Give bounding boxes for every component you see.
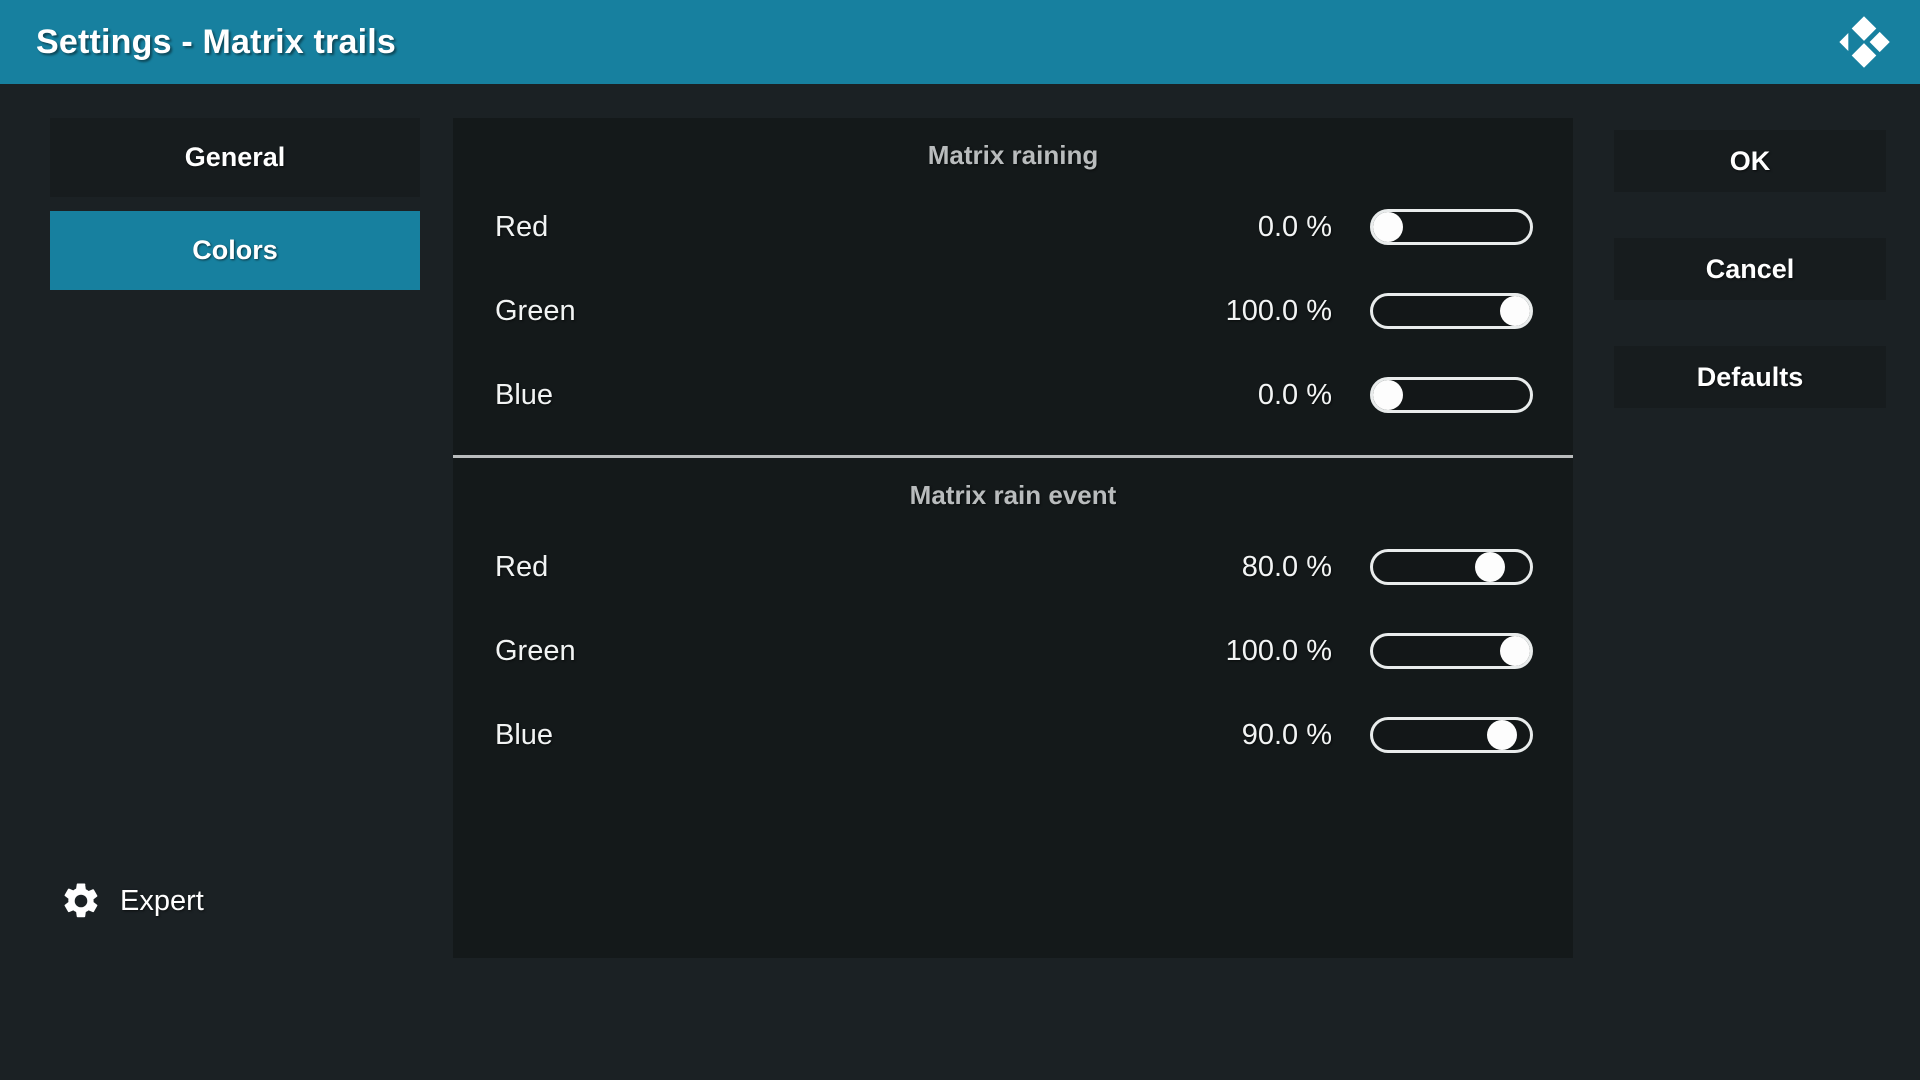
slider-raining-red[interactable] (1370, 209, 1533, 245)
slider-knob[interactable] (1373, 380, 1403, 410)
category-sidebar: General Colors (50, 118, 420, 928)
setting-row-event-blue[interactable]: Blue 90.0 % (453, 693, 1573, 777)
setting-label: Blue (495, 718, 554, 751)
setting-value: 100.0 % (1225, 634, 1332, 667)
setting-value: 0.0 % (1257, 210, 1332, 243)
slider-knob[interactable] (1500, 636, 1530, 666)
slider-raining-green[interactable] (1370, 293, 1533, 329)
setting-row-raining-red[interactable]: Red 0.0 % (453, 185, 1573, 269)
dialog-action-buttons: OK Cancel Defaults (1614, 130, 1886, 454)
sidebar-item-label: Colors (192, 235, 278, 265)
setting-value: 90.0 % (1241, 718, 1332, 751)
ok-button[interactable]: OK (1614, 130, 1886, 192)
slider-knob[interactable] (1500, 296, 1530, 326)
section-divider (453, 455, 1573, 458)
window-title-bar: Settings - Matrix trails (0, 0, 1920, 84)
slider-knob[interactable] (1474, 552, 1505, 582)
button-label: Cancel (1705, 253, 1795, 284)
gear-icon (60, 880, 102, 922)
setting-label: Blue (495, 378, 554, 411)
slider-raining-blue[interactable] (1370, 377, 1533, 413)
defaults-button[interactable]: Defaults (1614, 346, 1886, 408)
settings-section-matrix-raining: Matrix raining Red 0.0 % Green 100.0 % B… (453, 118, 1573, 437)
slider-event-green[interactable] (1370, 633, 1533, 669)
setting-label: Red (495, 550, 549, 583)
sidebar-item-colors[interactable]: Colors (50, 211, 420, 290)
setting-row-event-red[interactable]: Red 80.0 % (453, 525, 1573, 609)
setting-label: Red (495, 210, 549, 243)
expert-level-toggle[interactable]: Expert (60, 880, 204, 922)
slider-knob[interactable] (1373, 212, 1403, 242)
button-label: Defaults (1696, 361, 1804, 392)
settings-section-matrix-rain-event: Matrix rain event Red 80.0 % Green 100.0… (453, 458, 1573, 777)
section-title: Matrix rain event (909, 480, 1117, 510)
slider-knob[interactable] (1487, 720, 1518, 750)
setting-row-raining-blue[interactable]: Blue 0.0 % (453, 353, 1573, 437)
cancel-button[interactable]: Cancel (1614, 238, 1886, 300)
settings-panel: Matrix raining Red 0.0 % Green 100.0 % B… (453, 118, 1573, 958)
page-title: Settings - Matrix trails (36, 22, 396, 61)
setting-value: 80.0 % (1241, 550, 1332, 583)
setting-row-event-green[interactable]: Green 100.0 % (453, 609, 1573, 693)
expert-label: Expert (120, 884, 204, 917)
sidebar-item-label: General (184, 142, 286, 172)
sidebar-item-general[interactable]: General (50, 118, 420, 197)
section-title: Matrix raining (927, 140, 1099, 170)
setting-value: 100.0 % (1225, 294, 1332, 327)
setting-label: Green (495, 634, 576, 667)
slider-event-blue[interactable] (1370, 717, 1533, 753)
setting-label: Green (495, 294, 576, 327)
kodi-logo-icon (1836, 14, 1892, 70)
setting-row-raining-green[interactable]: Green 100.0 % (453, 269, 1573, 353)
button-label: OK (1729, 145, 1771, 176)
slider-event-red[interactable] (1370, 549, 1533, 585)
setting-value: 0.0 % (1257, 378, 1332, 411)
